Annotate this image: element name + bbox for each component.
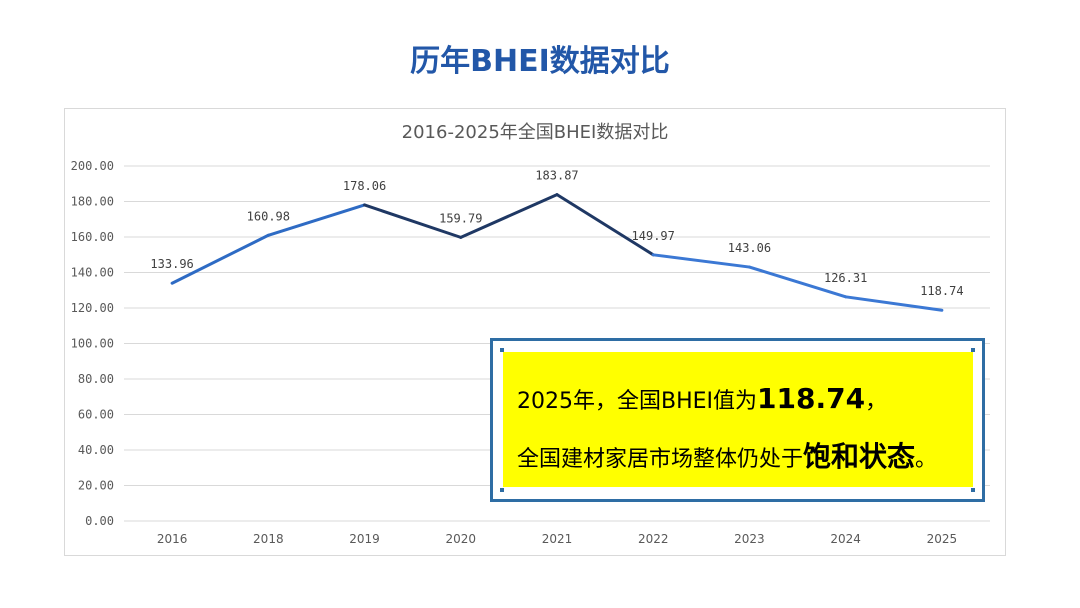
series-line-segment — [459, 193, 559, 239]
callout-text: 2025年，全国BHEI值为 — [517, 389, 758, 414]
data-label: 149.97 — [632, 229, 675, 243]
data-label: 160.98 — [247, 209, 290, 223]
y-tick-label: 80.00 — [78, 372, 114, 386]
callout-line-1: 2025年，全国BHEI值为118.74， — [517, 382, 887, 415]
x-tick-label: 2021 — [542, 532, 573, 546]
x-tick-label: 2019 — [349, 532, 380, 546]
y-tick-label: 180.00 — [71, 195, 114, 209]
y-tick-label: 120.00 — [71, 301, 114, 315]
x-tick-label: 2018 — [253, 532, 284, 546]
series-line-segment — [844, 295, 944, 312]
data-label: 133.96 — [150, 257, 193, 271]
data-label: 143.06 — [728, 241, 771, 255]
data-label: 118.74 — [920, 284, 963, 298]
callout-highlight: 2025年，全国BHEI值为118.74， 全国建材家居市场整体仍处于饱和状态。 — [503, 352, 973, 487]
callout-text: 全国建材家居市场整体仍处于 — [517, 447, 804, 472]
x-tick-label: 2020 — [446, 532, 477, 546]
data-label: 178.06 — [343, 179, 386, 193]
callout-text: 。 — [915, 447, 938, 472]
handle-dot — [971, 488, 975, 492]
series-line-segment — [651, 253, 751, 269]
y-tick-label: 200.00 — [71, 159, 114, 173]
y-tick-label: 60.00 — [78, 408, 114, 422]
x-tick-label: 2023 — [734, 532, 765, 546]
x-tick-label: 2016 — [157, 532, 188, 546]
handle-dot — [500, 488, 504, 492]
handle-dot — [500, 348, 504, 352]
y-tick-label: 40.00 — [78, 443, 114, 457]
y-tick-label: 20.00 — [78, 479, 114, 493]
y-tick-label: 140.00 — [71, 266, 114, 280]
callout-text: ， — [865, 389, 888, 414]
y-tick-label: 160.00 — [71, 230, 114, 244]
series-line-segment — [266, 203, 367, 237]
data-label: 126.31 — [824, 271, 867, 285]
series-line-segment — [170, 233, 270, 285]
callout-emphasis: 饱和状态 — [803, 440, 916, 473]
series-line-segment — [555, 193, 655, 257]
chart-frame — [64, 108, 1006, 556]
series-line-segment — [747, 265, 848, 299]
x-tick-label: 2024 — [830, 532, 861, 546]
callout-value: 118.74 — [757, 382, 866, 415]
y-tick-label: 100.00 — [71, 337, 114, 351]
data-label: 159.79 — [439, 211, 482, 225]
callout-line-2: 全国建材家居市场整体仍处于饱和状态。 — [517, 435, 937, 475]
handle-dot — [971, 348, 975, 352]
x-tick-label: 2025 — [927, 532, 958, 546]
callout-box: 2025年，全国BHEI值为118.74， 全国建材家居市场整体仍处于饱和状态。 — [490, 338, 985, 502]
chart-title: 2016-2025年全国BHEI数据对比 — [402, 122, 669, 143]
series-line-segment — [363, 203, 463, 239]
y-tick-label: 0.00 — [85, 514, 114, 528]
page-title: 历年BHEI数据对比 — [410, 44, 670, 79]
data-label: 183.87 — [535, 169, 578, 183]
x-tick-label: 2022 — [638, 532, 669, 546]
